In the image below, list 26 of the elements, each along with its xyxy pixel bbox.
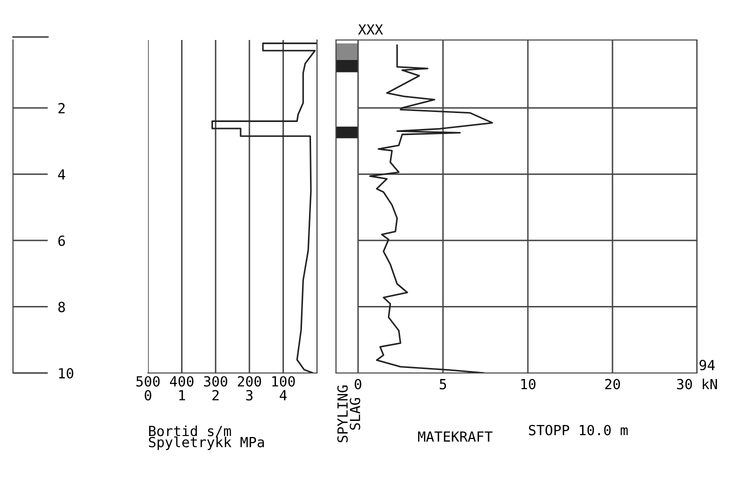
x-tick-label: 200 [238, 376, 262, 387]
x-tick-label: 5 [440, 379, 446, 390]
x-tick-label: 100 [272, 376, 295, 387]
y-tick-label: 8 [58, 302, 65, 312]
x2-tick-label: 4 [280, 390, 287, 400]
text: 94 [700, 360, 715, 370]
x-tick-label: 20 [605, 378, 620, 390]
x-axis-title: Bortid s/m [149, 425, 231, 438]
y-tick-label: 10 [59, 368, 74, 379]
line-series [211, 42, 317, 373]
x2-tick-label: 1 [179, 390, 186, 400]
y-tick-label: 4 [58, 169, 66, 180]
x-tick-label: 400 [170, 376, 194, 387]
y-tick-label: 2 [58, 102, 65, 114]
x2-axis-title: Spyletrykk MPa [148, 436, 264, 450]
x2-tick-label: 0 [144, 390, 152, 400]
text: STOPP 10.0 m [528, 424, 628, 436]
x-axis-title: MATEKRAFT [418, 431, 492, 442]
x-tick-label: 10 [521, 378, 536, 390]
chart-title: XXX [358, 24, 383, 34]
x2-tick-label: 3 [246, 390, 253, 400]
x-tick-label: 30 kN [677, 378, 717, 390]
y-tick-label: 6 [58, 235, 65, 246]
x2-tick-label: 2 [212, 390, 219, 400]
x-tick-label: 300 [204, 376, 228, 387]
x-tick-label: 500 [136, 376, 160, 387]
